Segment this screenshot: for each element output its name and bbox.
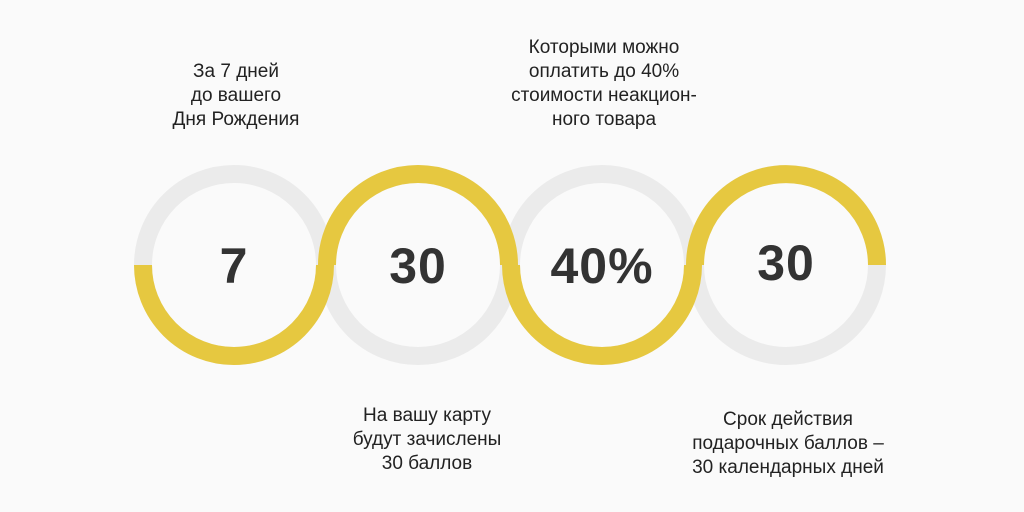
step-4-caption: Срок действия подарочных баллов – 30 кал… xyxy=(692,409,884,478)
step-2-caption: На вашу карту будут зачислены 30 баллов xyxy=(352,405,502,474)
ring-1-accent-arc xyxy=(134,264,334,365)
step-4-value: 30 xyxy=(757,235,815,291)
step-1-value: 7 xyxy=(219,238,249,294)
step-3-value: 40% xyxy=(550,238,654,294)
step-1-caption: За 7 дней до вашего Дня Рождения xyxy=(172,61,300,130)
ring-2-accent-arc xyxy=(318,165,518,266)
ring-4-accent-arc xyxy=(686,165,886,266)
step-2-value: 30 xyxy=(389,238,447,294)
ring-3-accent-arc xyxy=(502,264,702,365)
step-3-caption: Которыми можно оплатить до 40% стоимости… xyxy=(511,37,697,130)
